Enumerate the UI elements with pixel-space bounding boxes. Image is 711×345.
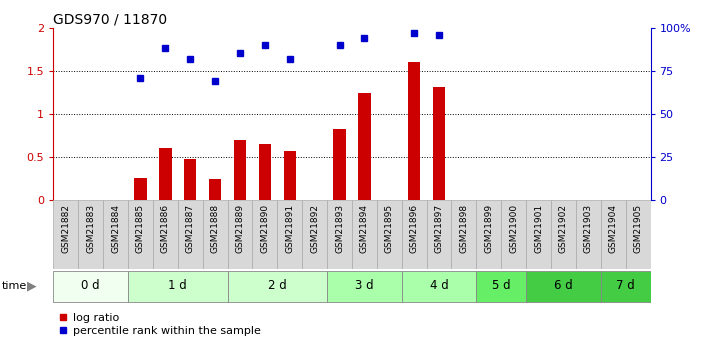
Bar (184, 159, 196, 200)
Bar (159, 148, 171, 200)
Text: GSM21903: GSM21903 (584, 204, 593, 253)
Text: 0 d: 0 d (81, 279, 100, 292)
Bar (402, 200, 427, 269)
Text: 4 d: 4 d (429, 279, 449, 292)
Bar (352, 200, 377, 269)
Text: GSM21888: GSM21888 (210, 204, 220, 253)
Text: time: time (1, 281, 27, 290)
Bar (327, 271, 402, 302)
Bar (209, 179, 221, 200)
Bar (601, 271, 651, 302)
Text: 5 d: 5 d (492, 279, 510, 292)
Bar (134, 178, 146, 200)
Text: GSM21883: GSM21883 (86, 204, 95, 253)
Text: GDS970 / 11870: GDS970 / 11870 (53, 12, 168, 27)
Bar (277, 200, 302, 269)
Text: GSM21892: GSM21892 (310, 204, 319, 253)
Bar (402, 271, 476, 302)
Bar (576, 200, 601, 269)
Text: GSM21899: GSM21899 (484, 204, 493, 253)
Bar (451, 200, 476, 269)
Text: GSM21884: GSM21884 (111, 204, 120, 253)
Bar (228, 200, 252, 269)
Bar (601, 200, 626, 269)
Text: GSM21901: GSM21901 (534, 204, 543, 253)
Bar (128, 200, 153, 269)
Text: GSM21898: GSM21898 (459, 204, 469, 253)
Bar (526, 200, 551, 269)
Text: GSM21891: GSM21891 (285, 204, 294, 253)
Text: GSM21895: GSM21895 (385, 204, 394, 253)
Bar (203, 200, 228, 269)
Bar (377, 200, 402, 269)
Bar (427, 200, 451, 269)
Bar (358, 93, 370, 200)
Text: 3 d: 3 d (355, 279, 374, 292)
Bar (234, 140, 246, 200)
Bar (433, 87, 445, 200)
Text: 7 d: 7 d (616, 279, 635, 292)
Bar (327, 200, 352, 269)
Text: GSM21890: GSM21890 (260, 204, 269, 253)
Text: GSM21904: GSM21904 (609, 204, 618, 253)
Text: GSM21896: GSM21896 (410, 204, 419, 253)
Bar (153, 200, 178, 269)
Text: GSM21886: GSM21886 (161, 204, 170, 253)
Bar (333, 128, 346, 200)
Text: GSM21902: GSM21902 (559, 204, 568, 253)
Text: GSM21894: GSM21894 (360, 204, 369, 253)
Bar (284, 151, 296, 200)
Text: GSM21897: GSM21897 (434, 204, 444, 253)
Bar (302, 200, 327, 269)
Bar (476, 271, 526, 302)
Text: GSM21893: GSM21893 (335, 204, 344, 253)
Text: ▶: ▶ (27, 279, 37, 292)
Bar (53, 200, 78, 269)
Bar (259, 144, 271, 200)
Bar (252, 200, 277, 269)
Text: GSM21889: GSM21889 (235, 204, 245, 253)
Text: GSM21885: GSM21885 (136, 204, 145, 253)
Bar (128, 271, 228, 302)
Text: GSM21900: GSM21900 (509, 204, 518, 253)
Bar (178, 200, 203, 269)
Legend: log ratio, percentile rank within the sample: log ratio, percentile rank within the sa… (59, 313, 261, 336)
Text: 1 d: 1 d (169, 279, 187, 292)
Text: GSM21905: GSM21905 (634, 204, 643, 253)
Bar (526, 271, 601, 302)
Bar (53, 271, 128, 302)
Bar (476, 200, 501, 269)
Text: GSM21887: GSM21887 (186, 204, 195, 253)
Bar (626, 200, 651, 269)
Bar (228, 271, 327, 302)
Text: GSM21882: GSM21882 (61, 204, 70, 253)
Bar (408, 62, 420, 200)
Bar (78, 200, 103, 269)
Text: 6 d: 6 d (554, 279, 573, 292)
Text: 2 d: 2 d (268, 279, 287, 292)
Bar (551, 200, 576, 269)
Bar (103, 200, 128, 269)
Bar (501, 200, 526, 269)
